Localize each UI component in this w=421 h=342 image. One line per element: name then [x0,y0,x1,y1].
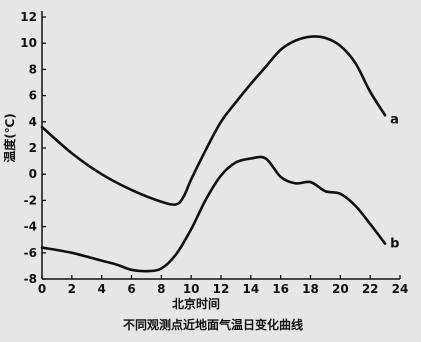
x-tick-label: 4 [97,282,105,296]
y-tick-label: 0 [29,167,37,181]
series-layer: ab [40,35,399,273]
y-axis-title: 温度(℃) [2,113,17,163]
series-label-a: a [390,112,399,127]
x-tick-label: 10 [183,282,200,296]
text-layer: 温度(℃) 北京时间 不同观测点近地面气温日变化曲线 [2,113,303,332]
x-tick-label: 24 [392,282,409,296]
x-tick-label: 12 [213,282,230,296]
x-tick-label: 8 [157,282,165,296]
x-tick-label: 22 [362,282,379,296]
x-tick-label: 2 [68,282,76,296]
x-tick-label: 6 [127,282,135,296]
y-tick-label: 12 [20,10,37,24]
y-tick-label: -4 [24,220,37,234]
series-line-b [40,155,387,273]
x-tick-label: 16 [272,282,289,296]
y-tick-label: -6 [24,246,37,260]
chart-caption: 不同观测点近地面气温日变化曲线 [123,317,303,332]
x-axis-title: 北京时间 [172,296,220,311]
y-tick-label: 10 [20,36,37,50]
x-tick-label: 20 [332,282,349,296]
y-tick-label: -8 [24,272,37,286]
series-label-b: b [390,237,399,252]
y-tick-label: 4 [29,115,37,129]
series-line-a [40,35,387,206]
y-tick-label: 6 [29,89,37,103]
y-tick-label: 8 [29,62,37,76]
x-tick-label: 0 [38,282,46,296]
x-tick-label: 14 [242,282,259,296]
y-tick-label: -2 [24,193,37,207]
x-tick-label: 18 [302,282,319,296]
y-tick-label: 2 [29,141,37,155]
